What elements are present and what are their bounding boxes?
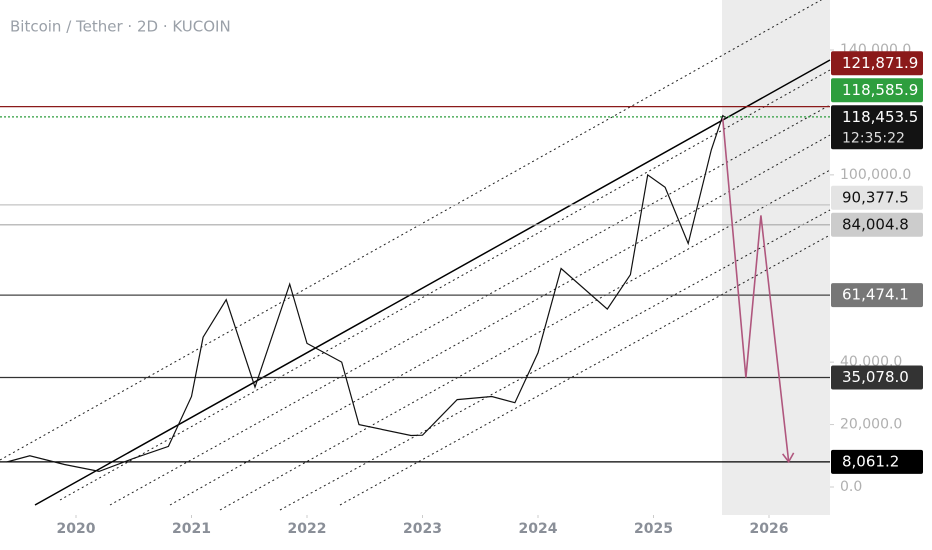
y-tick-label: 100,000.0 (840, 167, 911, 183)
channel-lines (0, 0, 831, 511)
future-zone (722, 0, 830, 515)
price-label-box (831, 78, 923, 103)
y-tick-label: 20,000.0 (840, 417, 902, 433)
x-tick-label: 2021 (172, 521, 211, 537)
price-label: 118,453.5 (842, 108, 918, 126)
x-tick-label: 2020 (57, 521, 96, 537)
x-tick-label: 2023 (403, 521, 442, 537)
price-label: 8,061.2 (842, 452, 899, 470)
price-label-box (831, 105, 923, 150)
x-tick-label: 2024 (519, 521, 558, 537)
price-label: 121,871.9 (842, 54, 918, 72)
price-label: 61,474.1 (842, 286, 909, 304)
price-label-box (831, 185, 923, 210)
trend-line (34, 59, 831, 506)
x-tick-label: 2025 (634, 521, 673, 537)
y-tick-label: 0.0 (840, 479, 862, 495)
chart-title: Bitcoin / Tether · 2D · KUCOIN (10, 18, 231, 36)
price-label: 118,585.9 (842, 81, 918, 99)
price-label-box (831, 449, 923, 474)
price-line (722, 118, 790, 462)
price-label: 35,078.0 (842, 368, 909, 386)
price-line (6, 114, 726, 473)
price-label: 90,377.5 (842, 188, 909, 206)
x-tick-label: 2026 (750, 521, 789, 537)
price-label-box (831, 212, 923, 237)
countdown: 12:35:22 (842, 130, 905, 146)
price-label-box (831, 51, 923, 76)
price-label-box (831, 365, 923, 390)
arrow-head (782, 452, 795, 464)
x-tick-label: 2022 (288, 521, 327, 537)
price-label-box (831, 283, 923, 308)
price-label: 84,004.8 (842, 215, 909, 233)
